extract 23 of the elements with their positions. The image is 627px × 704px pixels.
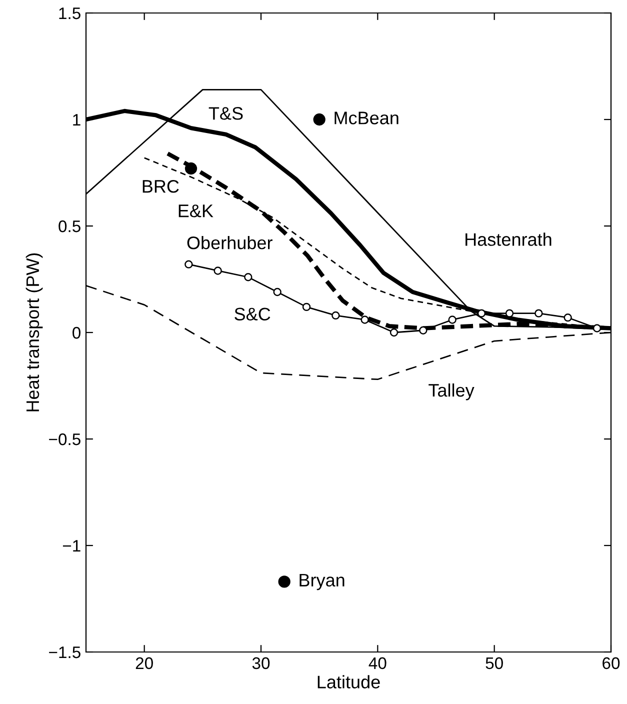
x-tick-label: 60 — [602, 657, 620, 670]
x-tick-label: 30 — [252, 657, 270, 670]
y-axis-title: Heat transport (PW) — [26, 253, 43, 412]
y-tick-label: 0.5 — [58, 220, 80, 232]
y-tick-label: 1.5 — [59, 8, 80, 20]
text: Hastenrath — [466, 232, 552, 246]
series-label: McBean — [334, 112, 398, 124]
x-axis-title: Latitude — [318, 675, 380, 688]
series-label: Talley — [428, 383, 474, 400]
x-tick-label: 40 — [368, 657, 386, 670]
series-label: Bryan — [300, 574, 344, 590]
y-tick-label: −1 — [62, 540, 80, 552]
series-label: BRC — [142, 180, 179, 193]
series-label: E&K — [178, 204, 214, 218]
x-tick-label: 50 — [486, 657, 503, 670]
y-tick-label: 1 — [73, 114, 80, 126]
y-tick-label: 0 — [72, 326, 80, 339]
series-label: S&C — [234, 308, 270, 320]
series-label: Oberhuber — [187, 236, 272, 250]
x-tick-label: 20 — [136, 657, 153, 670]
y-tick-label: −1.5 — [49, 646, 80, 658]
series-label: T&S — [208, 107, 243, 120]
y-tick-label: −0.5 — [49, 433, 80, 446]
